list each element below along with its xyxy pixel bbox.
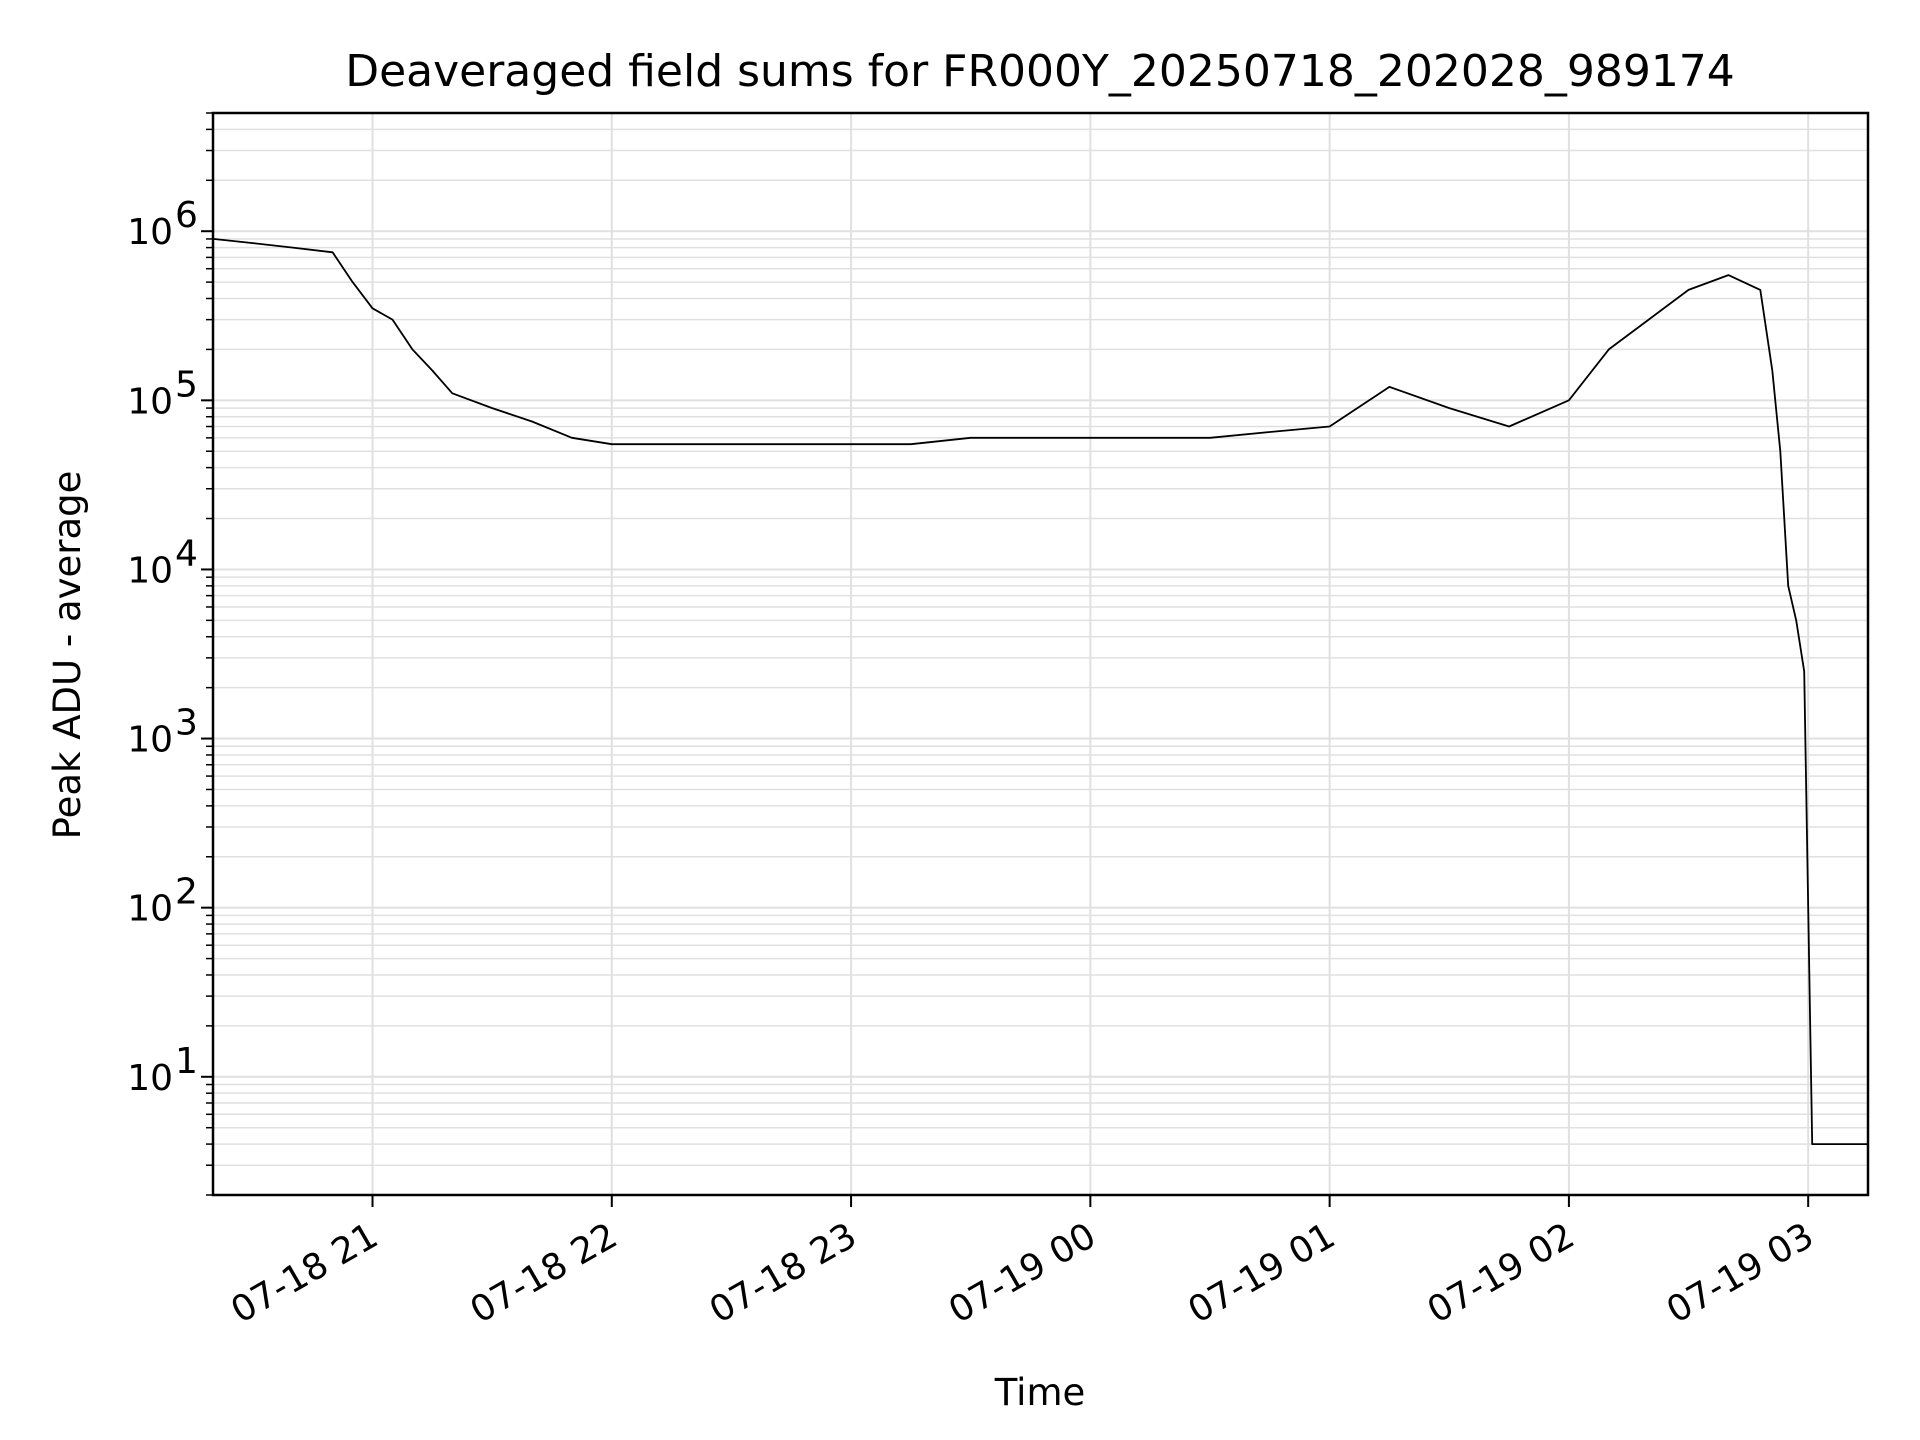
y-tick-label: 10: [127, 381, 173, 422]
y-tick-exponent: 6: [175, 195, 198, 236]
y-tick-exponent: 5: [175, 364, 198, 405]
y-tick-exponent: 2: [175, 872, 198, 913]
x-axis-label: Time: [994, 1371, 1086, 1414]
series-layer: [212, 238, 1868, 1145]
y-tick-label: 10: [127, 212, 173, 253]
y-axis-label: Peak ADU - average: [46, 471, 89, 840]
plot-frame: [211, 111, 1870, 1197]
y-tick-exponent: 4: [175, 533, 198, 574]
y-tick-label: 10: [127, 889, 173, 930]
y-tick-label: 10: [127, 550, 173, 591]
gridlines: [213, 112, 1868, 1196]
y-tick-exponent: 3: [175, 703, 198, 744]
series-line: [212, 238, 1868, 1145]
y-tick-exponent: 1: [175, 1041, 198, 1082]
chart-title: Deaveraged field sums for FR000Y_2025071…: [345, 46, 1735, 97]
y-tick-label: 10: [127, 720, 173, 761]
y-tick-label: 10: [127, 1058, 173, 1099]
